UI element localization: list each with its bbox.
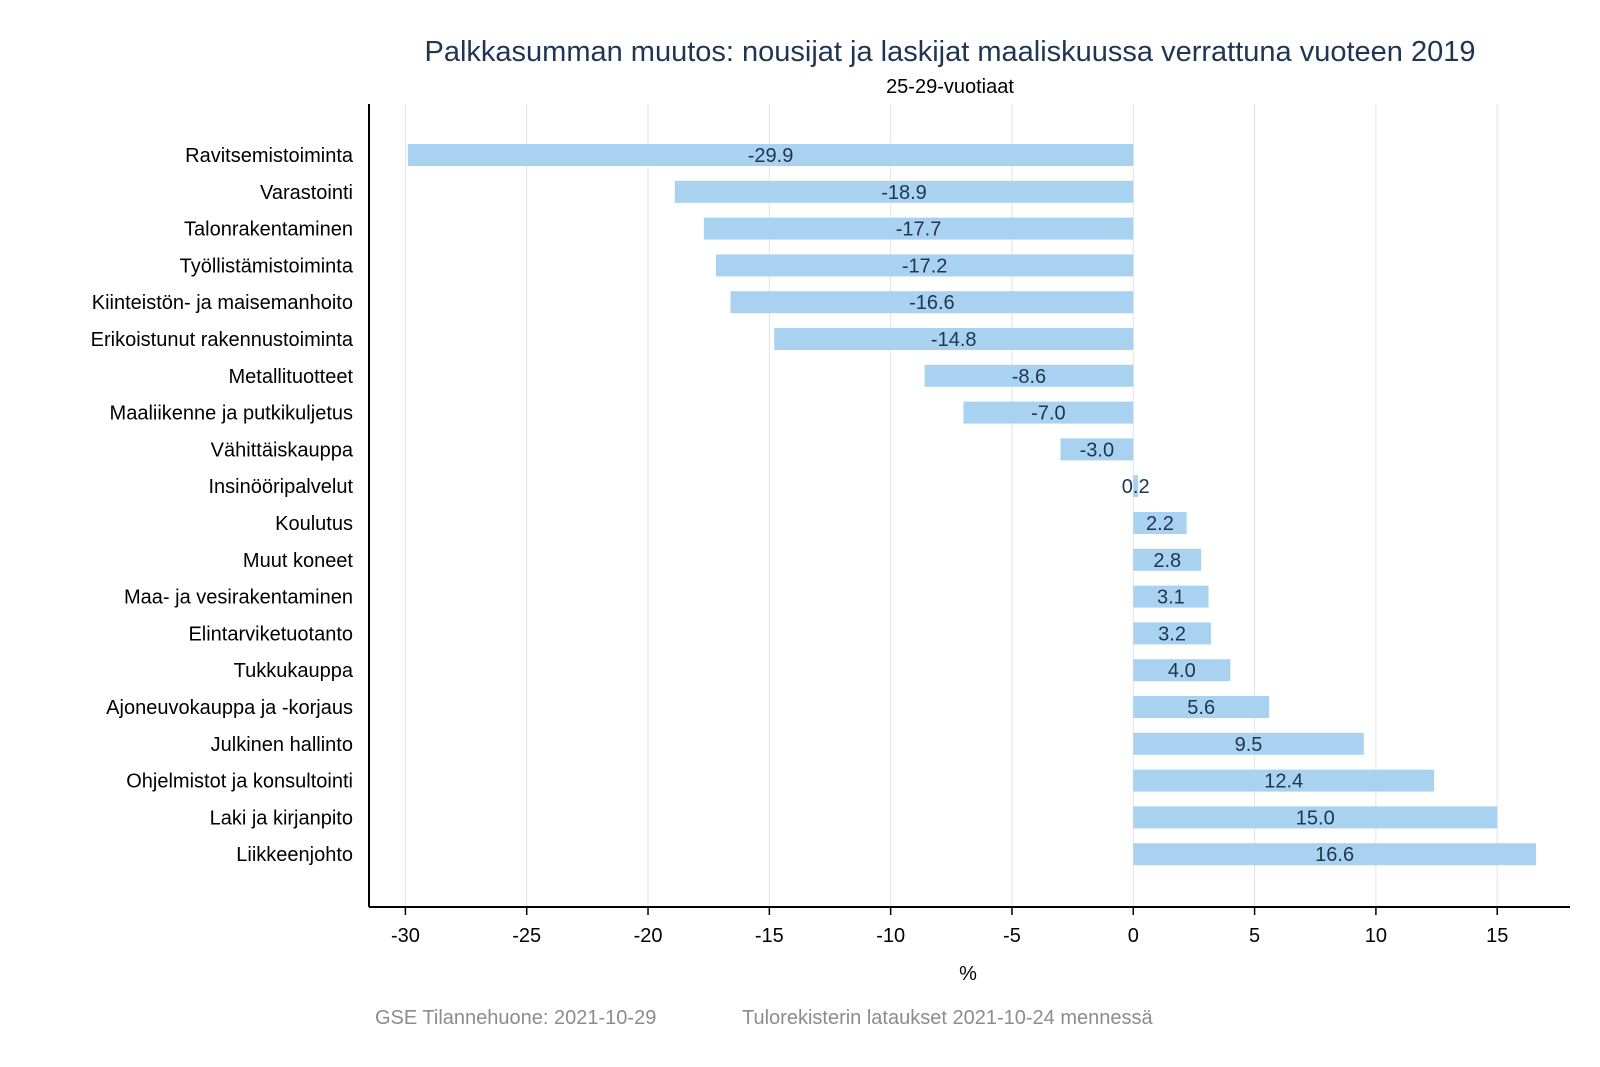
category-label: Talonrakentaminen <box>184 219 353 241</box>
category-label: Laki ja kirjanpito <box>210 807 353 829</box>
x-tick-label: 10 <box>1365 925 1387 947</box>
category-label: Maaliikenne ja putkikuljetus <box>110 403 353 425</box>
bar <box>1133 622 1211 645</box>
category-label: Työllistämistoiminta <box>180 255 354 277</box>
x-tick-label: -20 <box>634 925 663 947</box>
data-label: -16.6 <box>909 292 955 314</box>
category-label: Insinööripalvelut <box>208 476 353 498</box>
data-label: 4.0 <box>1168 660 1196 682</box>
bar <box>1133 475 1139 498</box>
data-label: 0.2 <box>1122 476 1150 498</box>
bar <box>407 144 1134 166</box>
category-label: Varastointi <box>260 182 353 204</box>
x-tick-label: -30 <box>391 925 420 947</box>
data-label: -3.0 <box>1080 439 1114 461</box>
category-label: Julkinen hallinto <box>211 734 353 756</box>
bar <box>1133 585 1209 608</box>
data-label: -17.2 <box>902 255 948 277</box>
data-label: 12.4 <box>1264 771 1303 793</box>
category-label: Metallituotteet <box>228 366 353 388</box>
bar <box>1133 512 1187 534</box>
data-label: 5.6 <box>1187 697 1215 719</box>
footer-source: GSE Tilannehuone: 2021-10-29 <box>375 1007 657 1029</box>
bar <box>1133 806 1498 829</box>
bar <box>1133 696 1270 718</box>
bar <box>924 364 1134 387</box>
category-label: Vähittäiskauppa <box>211 439 354 461</box>
x-tick-label: 15 <box>1486 925 1508 947</box>
bar <box>1133 769 1435 792</box>
bar <box>1133 843 1537 866</box>
data-label: -7.0 <box>1031 403 1065 425</box>
data-label: 2.8 <box>1153 550 1181 572</box>
labels: Ravitsemistoiminta -29.9 Varastointi -18.9 T… <box>91 145 1354 866</box>
footer-note: Tulorekisterin lataukset 2021-10-24 menn… <box>742 1007 1153 1029</box>
bar <box>1060 438 1134 461</box>
bar <box>1133 659 1231 682</box>
data-label: -14.8 <box>931 329 977 351</box>
category-label: Liikkeenjohto <box>236 844 353 866</box>
data-label: -17.7 <box>896 219 942 241</box>
chart-subtitle: 25-29-vuotiaat <box>886 76 1014 98</box>
bar <box>1133 548 1202 571</box>
axes: -30 -25 -20 -15 -10 -5 0 5 10 15 <box>368 104 1570 947</box>
x-tick-label: -10 <box>876 925 905 947</box>
category-label: Kiinteistön- ja maisemanhoito <box>92 292 353 314</box>
bar <box>963 401 1134 424</box>
data-label: -18.9 <box>881 182 927 204</box>
category-label: Ravitsemistoiminta <box>185 145 354 167</box>
category-label: Maa- ja vesirakentaminen <box>124 587 353 609</box>
x-axis-title: % <box>959 963 977 985</box>
category-label: Tukkukauppa <box>234 660 354 682</box>
data-label: 9.5 <box>1235 734 1263 756</box>
bar <box>774 328 1134 350</box>
x-tick-label: -25 <box>512 925 541 947</box>
x-tick-label: 5 <box>1249 925 1260 947</box>
x-tick-label: -5 <box>1003 925 1021 947</box>
bar <box>715 254 1134 277</box>
category-label: Elintarviketuotanto <box>188 623 353 645</box>
category-label: Koulutus <box>275 513 353 535</box>
x-tick-label: -15 <box>755 925 784 947</box>
bar <box>674 180 1134 203</box>
data-label: -8.6 <box>1012 366 1046 388</box>
category-label: Erikoistunut rakennustoiminta <box>91 329 354 351</box>
data-label: 15.0 <box>1296 807 1335 829</box>
x-tick-label: 0 <box>1128 925 1139 947</box>
data-label: 16.6 <box>1315 844 1354 866</box>
category-label: Muut koneet <box>243 550 354 572</box>
data-label: -29.9 <box>748 145 794 167</box>
chart-title: Palkkasumman muutos: nousijat ja laskija… <box>424 36 1476 68</box>
category-label: Ohjelmistot ja konsultointi <box>126 771 353 793</box>
bars <box>407 144 1537 866</box>
bar <box>703 217 1134 240</box>
data-label: 2.2 <box>1146 513 1174 535</box>
bar <box>730 291 1134 314</box>
data-label: 3.1 <box>1157 587 1185 609</box>
category-label: Ajoneuvokauppa ja -korjaus <box>106 697 353 719</box>
data-label: 3.2 <box>1158 623 1186 645</box>
bar <box>1133 732 1364 755</box>
